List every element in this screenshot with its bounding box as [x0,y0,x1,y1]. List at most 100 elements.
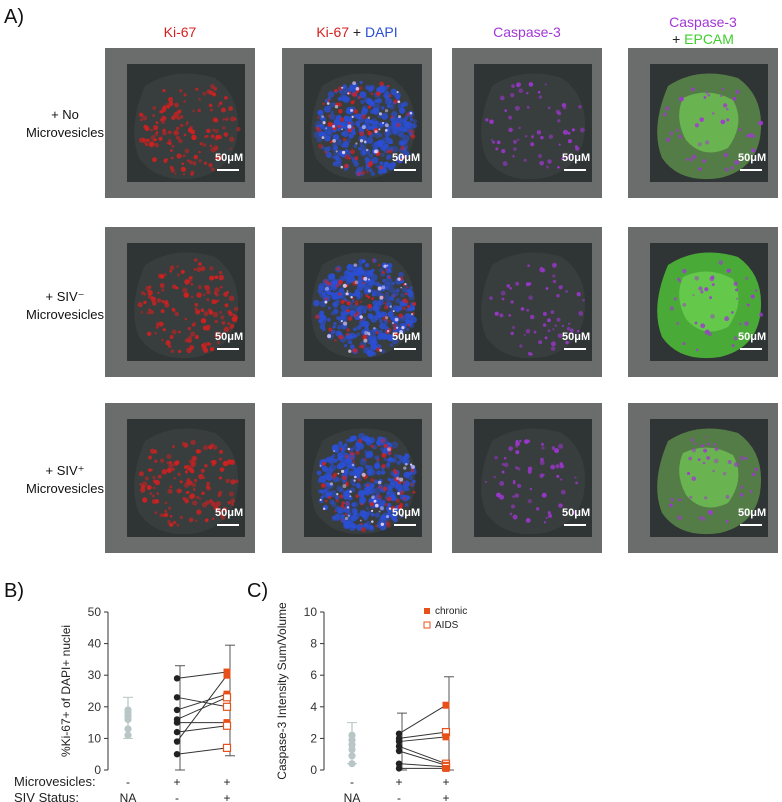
stain-dot [378,264,381,267]
y-tick-label: 20 [88,700,102,714]
y-tick-label: 10 [88,731,102,745]
stain-dot [340,309,347,317]
stain-dot [205,324,211,330]
stain-dot [161,120,166,124]
stain-dot [171,467,175,471]
stain-dot [364,118,370,123]
stain-dot [199,141,203,146]
stain-dot [691,448,696,453]
siv-negative-point [395,730,403,737]
stain-dot [714,447,719,452]
stain-dot [332,124,336,128]
stain-dot [407,323,411,327]
stain-dot [528,295,533,301]
stain-dot [389,305,392,308]
stain-dot [205,134,209,138]
control-point [124,725,132,733]
stain-dot [556,294,560,298]
stain-dot [229,147,232,151]
stain-dot [331,301,339,308]
stain-dot [749,489,753,494]
stain-dot [178,138,183,144]
stain-dot [528,82,534,87]
stain-dot [210,460,214,464]
stain-dot [703,448,708,453]
stain-dot [702,159,706,163]
stain-dot [147,294,152,299]
stain-dot [183,465,188,469]
stain-dot [384,94,390,100]
stain-dot [333,472,338,477]
epcam-signal [679,271,739,332]
stain-dot [565,340,569,345]
stain-dot [402,298,408,304]
stain-dot [148,455,152,460]
stain-dot [172,520,177,525]
stain-dot [190,282,194,286]
stain-dot [154,511,158,515]
row-header-siv-neg: + SIV⁻ Microvesicles [0,288,130,324]
stain-dot [366,450,374,457]
stain-dot [179,115,184,119]
stain-dot [185,123,188,126]
stain-dot [348,134,353,139]
scale-bar [217,169,239,171]
stain-dot [366,483,370,487]
stain-dot [688,456,693,461]
scale-bar-label: 50μM [215,507,244,519]
stain-dot [508,313,512,317]
stain-dot [388,149,393,154]
stain-dot [400,514,404,518]
stain-dot [163,158,168,163]
stain-dot [167,96,174,103]
stain-dot [208,309,213,315]
stain-dot [219,467,225,472]
stain-dot [315,126,320,131]
stain-dot [221,515,226,520]
stain-dot [387,101,394,108]
stain-dot [340,165,344,169]
y-tick-label: 30 [88,668,102,682]
stain-dot [341,277,346,282]
stain-dot [156,298,162,303]
stain-dot [152,475,156,480]
stain-dot [387,446,393,452]
stain-dot [216,508,222,514]
stain-dot [367,465,373,471]
stain-dot [387,319,391,323]
stain-dot [349,490,352,493]
stain-dot [202,143,207,147]
stain-dot [164,509,168,513]
stain-dot [221,126,226,130]
stain-dot [485,118,489,122]
stain-dot [557,119,561,123]
stain-dot [382,514,391,522]
stain-dot [395,122,401,128]
stain-dot [209,108,213,112]
tissue-section [481,428,586,535]
stain-dot [758,120,764,126]
scale-bar-label: 50μM [738,331,767,343]
stain-dot [750,294,755,299]
siv-negative-point [173,675,181,682]
stain-dot [331,146,337,152]
tissue-image [474,243,592,361]
stain-dot [323,287,328,292]
stain-dot [711,283,715,287]
stain-dot [353,313,358,318]
stain-dot [370,444,374,448]
stain-dot [700,444,704,448]
y-tick-label: 2 [310,731,317,745]
stain-dot [388,482,395,489]
stain-dot [380,522,385,527]
stain-dot [186,477,191,482]
stain-dot [336,324,342,330]
stain-dot [381,140,386,145]
stain-dot [388,94,392,98]
stain-dot [138,471,144,477]
stain-dot [319,464,322,467]
stain-dot [142,115,148,121]
stain-dot [686,158,689,161]
tissue-image [474,419,592,537]
stain-dot [741,511,745,516]
